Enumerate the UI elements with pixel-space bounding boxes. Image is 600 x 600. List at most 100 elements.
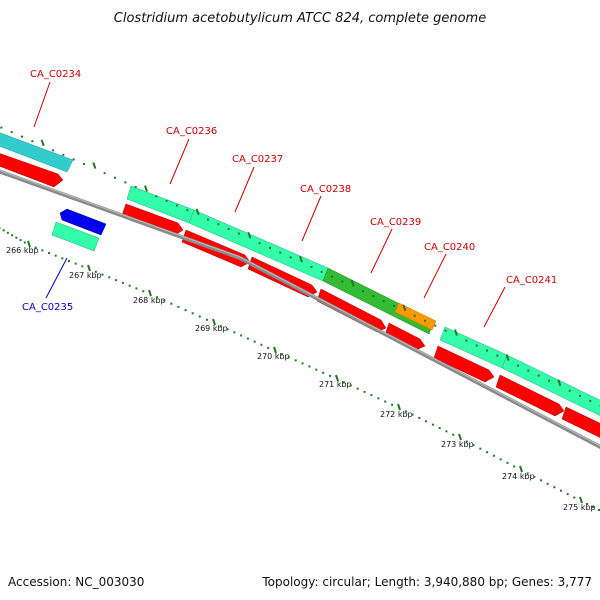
- scale-minor-tick: [115, 279, 118, 282]
- scale-track: 266 kbp 267 kbp 268 kbp 269 kbp 270 kbp 271 k…: [0, 226, 600, 512]
- gene-label[interactable]: CA_C0240: [424, 242, 475, 253]
- scale-minor-tick: [384, 400, 387, 403]
- cds-arrow-ca-c0235[interactable]: [59, 208, 107, 236]
- scale-tick-label: 267 kbp: [69, 271, 102, 280]
- scale-minor-tick: [81, 265, 84, 268]
- scale-minor-tick: [170, 302, 173, 305]
- outer-minor-tick: [517, 364, 519, 367]
- outer-minor-tick: [372, 295, 375, 298]
- gene-label-layer: CA_C0234 CA_C0235 CA_C0236 CA_C0237 CA_C0238…: [22, 69, 557, 328]
- cds-arrow-ca-c0242[interactable]: [495, 374, 565, 417]
- scale-minor-tick: [11, 234, 14, 237]
- scale-minor-tick: [142, 290, 145, 293]
- scale-minor-tick: [34, 246, 37, 249]
- outer-minor-tick: [434, 324, 437, 327]
- genome-summary-text: Topology: circular; Length: 3,940,880 bp…: [261, 575, 592, 589]
- outer-minor-tick: [527, 369, 530, 372]
- outer-major-tick: [92, 162, 97, 169]
- scale-minor-tick: [121, 281, 124, 284]
- scale-tick-label: 266 kbp: [6, 246, 39, 255]
- outer-minor-tick: [486, 349, 488, 352]
- outer-minor-tick: [496, 354, 499, 357]
- scale-minor-tick: [61, 257, 64, 260]
- gene-label[interactable]: CA_C0236: [166, 126, 217, 137]
- outer-minor-tick: [72, 158, 75, 161]
- gene-label[interactable]: CA_C0238: [300, 184, 351, 195]
- outer-minor-tick: [83, 163, 85, 166]
- scale-major-tick: [148, 289, 152, 297]
- scale-minor-tick: [267, 346, 270, 349]
- scale-minor-tick: [425, 420, 428, 423]
- cds-arrow-ca-c0234[interactable]: [0, 150, 64, 188]
- outer-minor-tick: [382, 300, 385, 303]
- scale-minor-tick: [479, 447, 482, 450]
- scale-minor-tick: [135, 287, 138, 290]
- scale-minor-tick: [513, 465, 516, 468]
- scale-minor-tick: [553, 486, 556, 489]
- scale-minor-tick: [370, 394, 373, 397]
- cds-arrow-ca-c0241[interactable]: [433, 345, 495, 383]
- gene-feature-ca-c0234[interactable]: [0, 129, 74, 173]
- scale-minor-tick: [184, 309, 187, 312]
- scale-minor-tick: [260, 343, 263, 346]
- scale-tick-label: 270 kbp: [257, 352, 290, 361]
- outer-minor-tick: [62, 153, 65, 156]
- outer-minor-tick: [362, 290, 364, 293]
- outer-minor-tick: [31, 140, 34, 143]
- scale-minor-tick: [233, 331, 236, 334]
- scale-minor-tick: [438, 427, 441, 429]
- scale-minor-tick: [94, 270, 97, 273]
- map-title: Clostridium acetobutylicum ATCC 824, com…: [114, 11, 486, 26]
- scale-minor-tick: [560, 489, 562, 492]
- scale-minor-tick: [431, 423, 434, 426]
- gene-feature-ca-c0241-b[interactable]: [501, 354, 600, 418]
- scale-major-tick: [397, 403, 401, 411]
- scale-tick-label: 268 kbp: [133, 296, 166, 305]
- scale-minor-tick: [177, 305, 180, 308]
- scale-major-tick: [335, 374, 339, 382]
- scale-tick-label: 275 kbp: [563, 503, 596, 512]
- outer-major-tick: [247, 232, 252, 239]
- genome-backbone: [0, 169, 600, 450]
- outer-minor-tick: [548, 379, 550, 382]
- scale-minor-tick: [48, 252, 50, 254]
- outer-minor-tick: [238, 232, 240, 235]
- gene-label[interactable]: CA_C0241: [506, 275, 557, 286]
- gene-label-leader: [483, 286, 506, 328]
- scale-minor-tick: [486, 451, 489, 454]
- scale-minor-tick: [492, 454, 495, 457]
- gene-label-leader: [301, 195, 322, 242]
- scale-minor-tick: [301, 362, 304, 365]
- cds-arrow-ca-c0243[interactable]: [561, 406, 600, 440]
- scale-tick-label: 273 kbp: [441, 440, 474, 449]
- gene-label-leader: [423, 253, 447, 299]
- outer-minor-tick: [269, 246, 271, 249]
- outer-major-tick: [557, 379, 562, 387]
- outer-minor-tick: [207, 218, 209, 221]
- scale-tick-label: 274 kbp: [502, 472, 535, 481]
- scale-minor-tick: [452, 433, 455, 436]
- outer-tick-row: [0, 126, 600, 407]
- scale-minor-tick: [573, 496, 576, 499]
- scale-minor-tick: [329, 374, 332, 377]
- gene-label[interactable]: CA_C0235: [22, 302, 73, 313]
- scale-minor-tick: [198, 315, 201, 318]
- outer-minor-tick: [331, 275, 333, 278]
- scale-major-tick: [519, 465, 523, 473]
- scale-tick-label: 271 kbp: [319, 380, 352, 389]
- outer-major-tick: [195, 208, 200, 216]
- cds-arrow-ca-c0236[interactable]: [121, 203, 184, 237]
- scale-minor-tick: [108, 276, 111, 279]
- scale-minor-tick: [356, 387, 359, 390]
- gene-label-leader: [45, 257, 68, 299]
- outer-minor-tick: [289, 256, 292, 259]
- gene-feature-ca-c0235[interactable]: [51, 221, 100, 252]
- outer-minor-tick: [310, 266, 313, 269]
- outer-minor-tick: [279, 251, 282, 254]
- scale-minor-tick: [465, 440, 468, 443]
- gene-label[interactable]: CA_C0237: [232, 154, 283, 165]
- gene-label[interactable]: CA_C0239: [370, 217, 421, 228]
- scale-minor-tick: [322, 371, 325, 374]
- outer-minor-tick: [186, 209, 189, 212]
- gene-label[interactable]: CA_C0234: [30, 69, 81, 80]
